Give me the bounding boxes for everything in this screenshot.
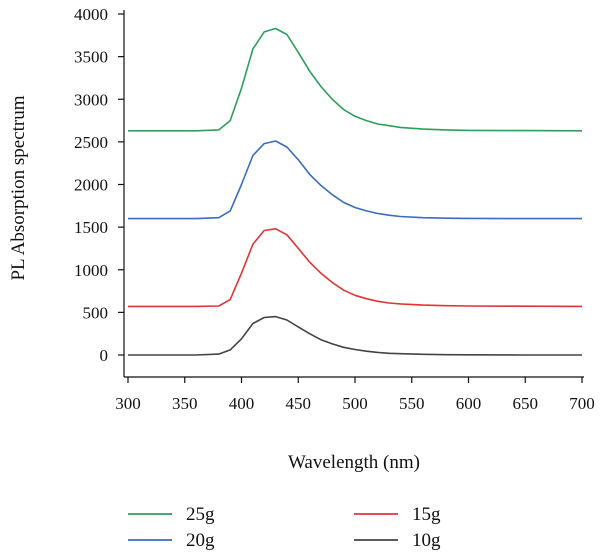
x-tick-label: 300	[115, 394, 141, 413]
y-tick-label: 1500	[74, 218, 108, 237]
y-axis-label: PL Absorption spectrum	[8, 95, 29, 280]
legend: 25g 15g 20g 10g	[128, 504, 441, 551]
y-tick-label: 2500	[74, 133, 108, 152]
series-line-25g	[128, 27, 583, 132]
x-tick-label: 550	[399, 394, 425, 413]
series-line-10g	[128, 315, 582, 356]
y-tick-label: 3500	[74, 48, 108, 67]
series-line-20g	[128, 140, 582, 220]
y-axis-ticks: 0 500 1000 1500 2000 2500 3000 3500 4000	[74, 5, 124, 365]
plot-area	[123, 10, 584, 378]
legend-label-15g: 15g	[412, 504, 441, 525]
legend-label-20g: 20g	[186, 530, 215, 551]
y-tick-label: 0	[100, 346, 109, 365]
x-axis-label: Wavelength (nm)	[288, 452, 420, 473]
x-tick-label: 450	[286, 394, 312, 413]
y-tick-label: 1000	[74, 261, 108, 280]
y-tick-label: 4000	[74, 5, 108, 24]
series-line-15g	[128, 228, 583, 308]
legend-label-10g: 10g	[412, 530, 441, 551]
x-tick-label: 400	[229, 394, 255, 413]
legend-label-25g: 25g	[186, 504, 215, 525]
x-tick-label: 700	[569, 394, 595, 413]
series-lines	[128, 27, 583, 356]
x-axis-ticks: 300 350 400 450 500 550 600 650 700	[115, 377, 595, 413]
y-tick-label: 3000	[74, 90, 108, 109]
x-tick-label: 350	[172, 394, 198, 413]
y-tick-label: 500	[83, 303, 109, 322]
x-tick-label: 500	[342, 394, 368, 413]
y-tick-label: 2000	[74, 176, 108, 195]
x-tick-label: 650	[513, 394, 539, 413]
x-tick-label: 600	[456, 394, 482, 413]
